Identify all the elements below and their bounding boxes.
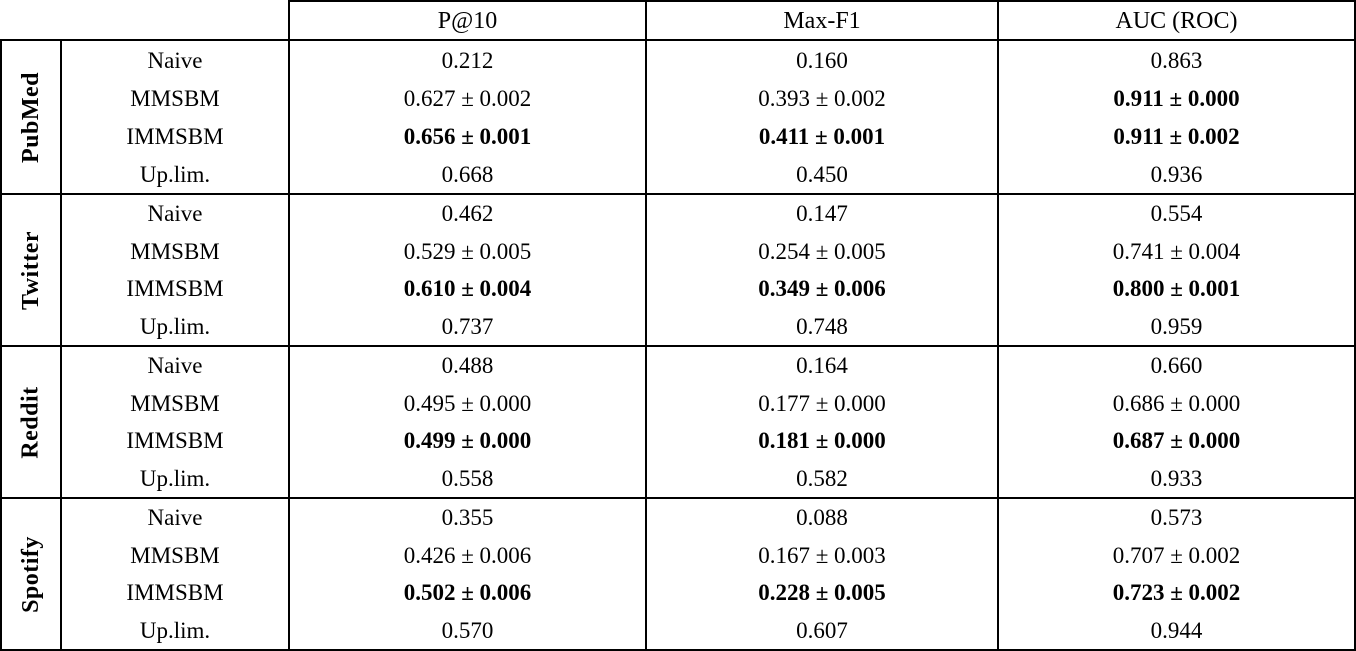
table-header-row: P@10 Max-F1 AUC (ROC) xyxy=(0,0,1356,39)
method-column: Naive MMSBM IMMSBM Up.lim. xyxy=(60,497,288,649)
column-header-auc: AUC (ROC) xyxy=(997,0,1356,39)
method-label: Up.lim. xyxy=(139,161,211,187)
metric-value: 0.911 ± 0.002 xyxy=(1113,123,1240,149)
metric-value: 0.164 xyxy=(796,353,848,379)
metric-value: 0.570 xyxy=(441,617,494,643)
dataset-cell-twitter: Twitter xyxy=(2,193,60,345)
method-label: Naive xyxy=(147,353,203,379)
metric-value: 0.529 ± 0.005 xyxy=(403,238,532,264)
method-column: Naive MMSBM IMMSBM Up.lim. xyxy=(60,41,288,193)
method-label: MMSBM xyxy=(130,542,220,568)
metric-value: 0.177 ± 0.000 xyxy=(758,390,886,416)
dataset-label: PubMed xyxy=(17,71,44,163)
auc-column: 0.554 0.741 ± 0.004 0.800 ± 0.001 0.959 xyxy=(997,193,1354,345)
method-label: Naive xyxy=(147,201,203,227)
metric-value: 0.687 ± 0.000 xyxy=(1112,428,1241,454)
dataset-label: Spotify xyxy=(17,535,44,613)
metric-value: 0.573 xyxy=(1150,505,1203,531)
metric-value: 0.488 xyxy=(441,353,494,379)
metric-value: 0.911 ± 0.000 xyxy=(1113,85,1240,111)
metric-value: 0.499 ± 0.000 xyxy=(403,428,532,454)
metric-value: 0.495 ± 0.000 xyxy=(403,390,532,416)
metric-value: 0.462 xyxy=(441,201,494,227)
method-label: MMSBM xyxy=(130,238,220,264)
metric-value: 0.723 ± 0.002 xyxy=(1112,580,1241,606)
dataset-label: Reddit xyxy=(17,385,44,459)
metric-value: 0.800 ± 0.001 xyxy=(1112,276,1241,302)
maxf1-column: 0.088 0.167 ± 0.003 0.228 ± 0.005 0.607 xyxy=(645,497,997,649)
method-label: Up.lim. xyxy=(139,313,211,339)
method-label: IMMSBM xyxy=(126,580,224,606)
p10-column: 0.462 0.529 ± 0.005 0.610 ± 0.004 0.737 xyxy=(288,193,645,345)
method-label: Up.lim. xyxy=(139,617,211,643)
metric-value: 0.212 xyxy=(441,47,494,73)
column-header-maxf1: Max-F1 xyxy=(645,0,997,39)
metric-value: 0.167 ± 0.003 xyxy=(758,542,886,568)
metric-value: 0.627 ± 0.002 xyxy=(403,85,532,111)
method-label: IMMSBM xyxy=(126,123,224,149)
metric-value: 0.088 xyxy=(796,505,848,531)
metric-value: 0.686 ± 0.000 xyxy=(1112,390,1241,416)
maxf1-column: 0.147 0.254 ± 0.005 0.349 ± 0.006 0.748 xyxy=(645,193,997,345)
method-label: Naive xyxy=(147,47,203,73)
method-label: Up.lim. xyxy=(139,465,211,491)
method-label: IMMSBM xyxy=(126,428,224,454)
metric-value: 0.554 xyxy=(1150,201,1203,227)
dataset-label: Twitter xyxy=(17,230,44,310)
auc-column: 0.660 0.686 ± 0.000 0.687 ± 0.000 0.933 xyxy=(997,345,1354,497)
column-header-p10: P@10 xyxy=(288,0,645,39)
p10-column: 0.488 0.495 ± 0.000 0.499 ± 0.000 0.558 xyxy=(288,345,645,497)
maxf1-column: 0.164 0.177 ± 0.000 0.181 ± 0.000 0.582 xyxy=(645,345,997,497)
metric-value: 0.741 ± 0.004 xyxy=(1112,238,1241,264)
metric-value: 0.411 ± 0.001 xyxy=(758,123,886,149)
metric-value: 0.707 ± 0.002 xyxy=(1112,542,1241,568)
metric-value: 0.228 ± 0.005 xyxy=(758,580,886,606)
metric-value: 0.355 xyxy=(441,505,494,531)
metric-value: 0.944 xyxy=(1150,617,1203,643)
metric-value: 0.181 ± 0.000 xyxy=(758,428,886,454)
metric-value: 0.933 xyxy=(1150,465,1203,491)
metric-value: 0.748 xyxy=(796,313,848,339)
method-label: IMMSBM xyxy=(126,276,224,302)
metric-value: 0.668 xyxy=(441,161,494,187)
metric-value: 0.558 xyxy=(441,465,494,491)
metric-value: 0.450 xyxy=(796,161,848,187)
dataset-cell-reddit: Reddit xyxy=(2,345,60,497)
method-label: MMSBM xyxy=(130,390,220,416)
method-label: Naive xyxy=(147,505,203,531)
metric-value: 0.502 ± 0.006 xyxy=(403,580,532,606)
method-label: MMSBM xyxy=(130,85,220,111)
metric-value: 0.254 ± 0.005 xyxy=(758,238,886,264)
p10-column: 0.212 0.627 ± 0.002 0.656 ± 0.001 0.668 xyxy=(288,41,645,193)
auc-column: 0.863 0.911 ± 0.000 0.911 ± 0.002 0.936 xyxy=(997,41,1354,193)
metric-value: 0.426 ± 0.006 xyxy=(403,542,532,568)
metric-value: 0.582 xyxy=(796,465,848,491)
method-column: Naive MMSBM IMMSBM Up.lim. xyxy=(60,193,288,345)
metric-value: 0.936 xyxy=(1150,161,1203,187)
metric-value: 0.607 xyxy=(796,617,848,643)
metric-value: 0.656 ± 0.001 xyxy=(403,123,532,149)
metric-value: 0.160 xyxy=(796,47,848,73)
p10-column: 0.355 0.426 ± 0.006 0.502 ± 0.006 0.570 xyxy=(288,497,645,649)
metric-value: 0.147 xyxy=(796,201,848,227)
dataset-cell-pubmed: PubMed xyxy=(2,41,60,193)
maxf1-column: 0.160 0.393 ± 0.002 0.411 ± 0.001 0.450 xyxy=(645,41,997,193)
metric-value: 0.349 ± 0.006 xyxy=(758,276,886,302)
metric-value: 0.660 xyxy=(1150,353,1203,379)
metric-value: 0.610 ± 0.004 xyxy=(403,276,532,302)
dataset-cell-spotify: Spotify xyxy=(2,497,60,649)
method-column: Naive MMSBM IMMSBM Up.lim. xyxy=(60,345,288,497)
metric-value: 0.737 xyxy=(441,313,494,339)
metric-value: 0.393 ± 0.002 xyxy=(758,85,886,111)
metric-value: 0.959 xyxy=(1150,313,1203,339)
auc-column: 0.573 0.707 ± 0.002 0.723 ± 0.002 0.944 xyxy=(997,497,1354,649)
header-corner-empty xyxy=(0,0,288,39)
metric-value: 0.863 xyxy=(1150,47,1203,73)
table-body: PubMed Naive MMSBM IMMSBM Up.lim. 0.212 … xyxy=(0,39,1356,651)
